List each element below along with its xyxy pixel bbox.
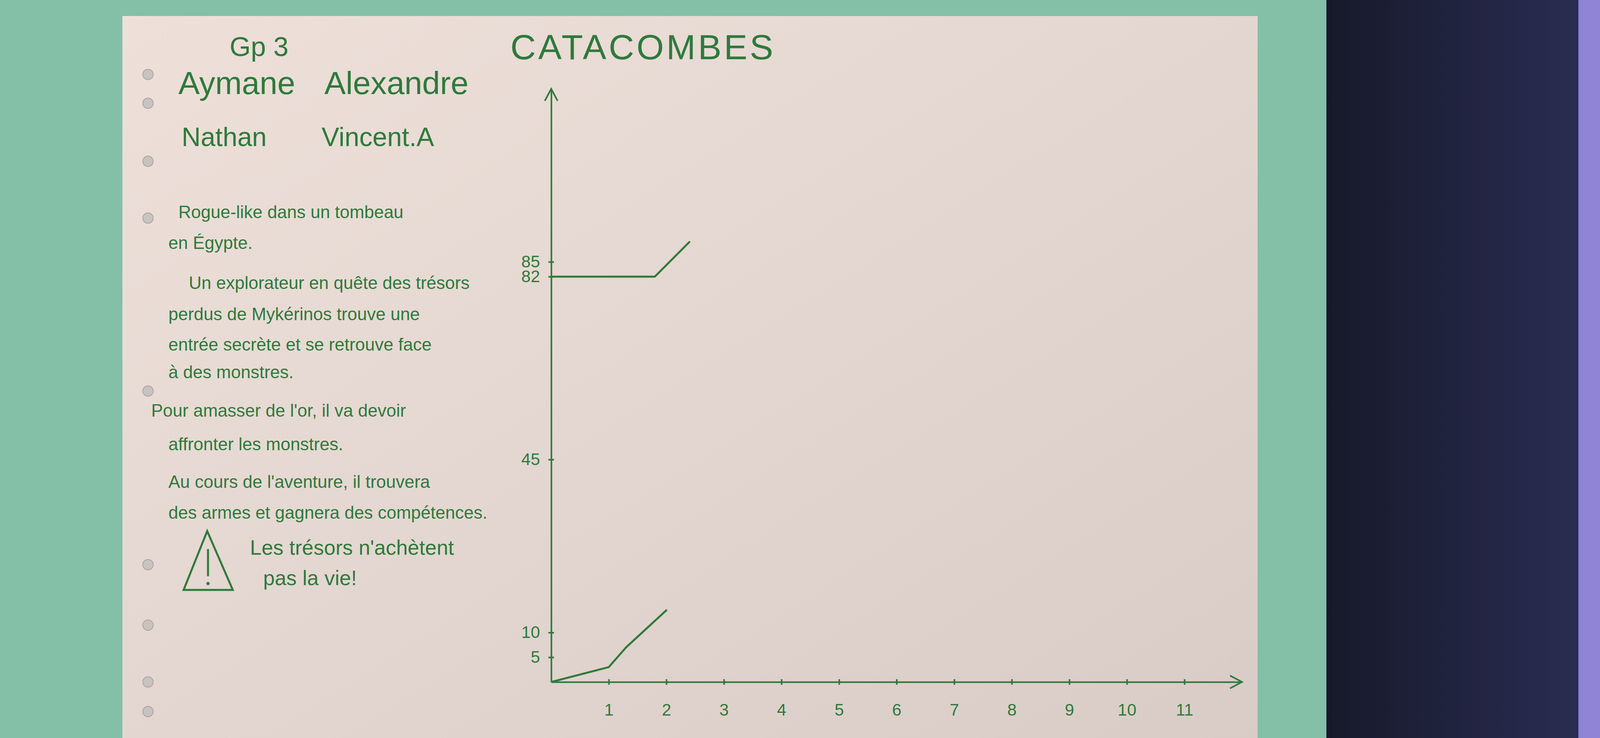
- tick-label: 4: [776, 700, 786, 719]
- series-line: [551, 610, 667, 682]
- dark-panel: [1326, 0, 1579, 738]
- tick: 5: [834, 678, 844, 719]
- binder-hole: [142, 385, 154, 396]
- description-line: entrée secrète et se retrouve face: [168, 334, 432, 354]
- tick: 10: [1117, 678, 1137, 719]
- binder-hole: [142, 676, 154, 687]
- tick-mark: [838, 678, 840, 685]
- wall: [0, 0, 1600, 738]
- description-line: des armes et gagnera des compétences.: [168, 502, 488, 522]
- description-line: Pour amasser de l'or, il va devoir: [151, 400, 406, 420]
- member-name: Alexandre: [324, 65, 469, 101]
- axis-arrow: [544, 88, 558, 101]
- tick: 7: [949, 678, 959, 719]
- tick-mark: [608, 678, 610, 685]
- member-name: Vincent.A: [321, 122, 434, 152]
- axis-line: [550, 89, 553, 682]
- tick-mark: [665, 678, 668, 685]
- tick-mark: [953, 678, 956, 685]
- x-axis: 1 2 3 4 5 6 7 8 9 10 11: [551, 678, 1243, 719]
- warning-text: pas la vie!: [263, 566, 357, 590]
- binder-hole: [142, 156, 154, 167]
- tick: 11: [1176, 678, 1194, 719]
- tick-mark: [896, 678, 898, 685]
- y-axis: 510458285: [521, 89, 554, 682]
- binder-hole: [142, 69, 154, 80]
- tick-mark: [1011, 678, 1013, 685]
- warning-sign: [183, 530, 233, 590]
- tick-label: 11: [1176, 700, 1194, 719]
- tick: 6: [892, 678, 902, 719]
- tick-label: 1: [604, 700, 614, 719]
- group-label: Gp 3: [229, 31, 289, 62]
- axis-arrow: [1230, 675, 1242, 688]
- tick: 10: [521, 622, 554, 642]
- tick-label: 5: [834, 700, 844, 719]
- binder-hole: [142, 98, 154, 109]
- tick-label: 5: [530, 647, 540, 666]
- binder-hole: [142, 559, 154, 570]
- warning-text: Les trésors n'achètent: [250, 535, 455, 559]
- binder-hole: [142, 619, 154, 630]
- tick-label: 3: [719, 700, 729, 719]
- series-line: [551, 242, 690, 277]
- tick: 45: [521, 449, 554, 469]
- description-line: en Égypte.: [168, 232, 253, 253]
- tick: 85: [521, 252, 554, 271]
- tick-label: 85: [521, 252, 540, 271]
- tick-mark: [548, 631, 554, 634]
- tick-mark: [548, 656, 554, 658]
- tick-mark: [1068, 678, 1071, 685]
- binder-hole: [142, 212, 154, 224]
- tick: 9: [1064, 678, 1074, 719]
- member-name: Aymane: [178, 65, 296, 101]
- description-line: Au cours de l'aventure, il trouvera: [168, 471, 431, 492]
- poster-photo: Gp 3Aymane Alexandre Nathan Vincent.A Rogue-…: [0, 0, 1600, 738]
- warning-triangle: [183, 530, 233, 590]
- tick-label: 10: [1117, 700, 1137, 719]
- tick: 1: [604, 678, 614, 719]
- description-line: à des monstres.: [168, 362, 294, 382]
- description-line: affronter les monstres.: [168, 434, 344, 454]
- chart-title: CATACOMBES: [510, 27, 776, 67]
- description-line: perdus de Mykérinos trouve une: [168, 304, 420, 324]
- tick-mark: [548, 261, 554, 263]
- tick: 5: [530, 647, 554, 666]
- tick-label: 8: [1007, 700, 1017, 719]
- tick-label: 10: [521, 622, 540, 642]
- tick: 3: [719, 678, 729, 719]
- tick-mark: [723, 678, 725, 685]
- tick-label: 7: [949, 700, 959, 719]
- member-name: Nathan: [181, 122, 267, 152]
- description-line: Un explorateur en quête des trésors: [188, 272, 470, 293]
- warning-bar: [207, 548, 210, 576]
- tick-label: 9: [1064, 700, 1074, 719]
- chart: 1234567891011510458285: [521, 88, 1242, 719]
- tick-label: 2: [662, 700, 672, 719]
- tick-mark: [780, 678, 783, 685]
- warning-dot: [206, 581, 210, 585]
- tick: 8: [1007, 678, 1017, 719]
- lines: [551, 242, 690, 682]
- tick-mark: [1184, 678, 1186, 685]
- paper: [122, 16, 1258, 738]
- description-line: Rogue-like dans un tombeau: [178, 202, 404, 222]
- tick: 4: [776, 678, 786, 719]
- binder-hole: [142, 706, 154, 717]
- tick-label: 45: [521, 449, 540, 469]
- tick-label: 6: [892, 700, 902, 719]
- tick-mark: [1126, 678, 1128, 685]
- tick-mark: [548, 458, 554, 461]
- tick: 2: [662, 678, 672, 719]
- purple-strip: [1578, 0, 1600, 738]
